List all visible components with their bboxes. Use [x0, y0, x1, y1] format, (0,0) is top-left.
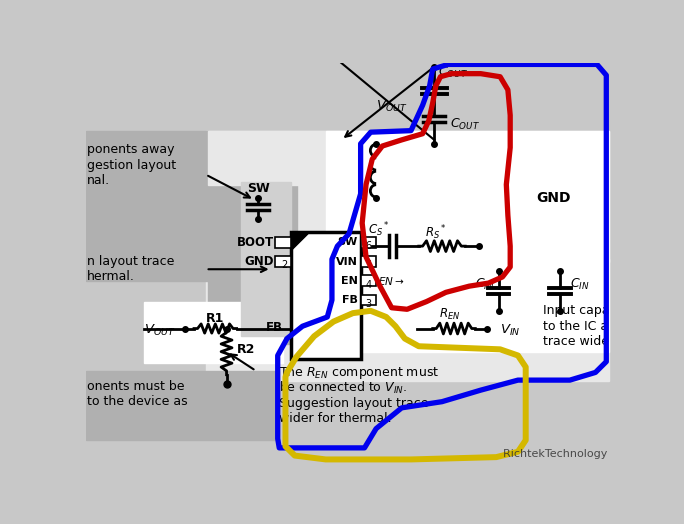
Text: n layout trace: n layout trace: [87, 255, 174, 268]
Text: $R_{EN}$: $R_{EN}$: [439, 307, 460, 322]
Text: $EN\rightarrow$: $EN\rightarrow$: [378, 275, 404, 287]
Bar: [326, 259, 609, 352]
Bar: [208, 182, 297, 344]
Text: $R_S{}^*$: $R_S{}^*$: [425, 223, 447, 242]
Bar: [86, 130, 208, 281]
Bar: [241, 182, 291, 336]
Text: $C_{OUT}$: $C_{OUT}$: [450, 117, 479, 132]
Text: $C_{IN}$: $C_{IN}$: [475, 277, 495, 292]
Text: hermal.: hermal.: [87, 270, 135, 283]
Text: 4: 4: [365, 280, 371, 290]
Text: be connected to $V_{IN}$.: be connected to $V_{IN}$.: [279, 380, 408, 396]
Text: 5: 5: [365, 260, 371, 270]
Bar: [360, 256, 376, 267]
Text: SW: SW: [337, 237, 358, 247]
Text: $C_{OUT}$: $C_{OUT}$: [438, 65, 468, 80]
Bar: [360, 237, 376, 248]
Bar: [360, 294, 376, 305]
Text: to the device as: to the device as: [87, 395, 187, 408]
Text: $C_{IN}$: $C_{IN}$: [570, 277, 590, 292]
Text: EN: EN: [341, 276, 358, 286]
Text: $C_S{}^*$: $C_S{}^*$: [369, 220, 390, 238]
Bar: [291, 232, 360, 359]
Text: $V_{OUT}$: $V_{OUT}$: [144, 323, 175, 339]
Text: Suggestion layout trace: Suggestion layout trace: [279, 397, 429, 410]
Text: nal.: nal.: [87, 174, 110, 187]
Text: to the IC a: to the IC a: [542, 320, 608, 333]
Bar: [86, 371, 279, 440]
Text: BOOT: BOOT: [237, 236, 274, 249]
Bar: [208, 130, 363, 184]
Text: VIN: VIN: [336, 257, 358, 267]
Text: GND: GND: [244, 255, 274, 268]
Text: $V_{OUT}$: $V_{OUT}$: [376, 99, 408, 114]
Text: $V_{IN}$: $V_{IN}$: [500, 323, 521, 339]
Bar: [276, 237, 291, 248]
Text: Input capa: Input capa: [542, 304, 609, 318]
Text: FB: FB: [341, 295, 358, 305]
Text: trace wide: trace wide: [542, 335, 609, 348]
Text: ponents away: ponents away: [87, 144, 174, 156]
Text: R2: R2: [237, 343, 255, 356]
Text: gestion layout: gestion layout: [87, 159, 176, 172]
Text: 3: 3: [365, 299, 371, 309]
Polygon shape: [293, 234, 308, 249]
Bar: [326, 130, 609, 261]
Text: FB: FB: [266, 321, 283, 334]
Bar: [276, 256, 291, 267]
Bar: [144, 302, 283, 363]
Text: 6: 6: [365, 241, 371, 251]
Text: SW: SW: [247, 182, 269, 195]
Bar: [206, 130, 609, 381]
Text: 2: 2: [282, 260, 288, 270]
Text: wider for thermal.: wider for thermal.: [279, 412, 392, 425]
Text: RichtekTechnology: RichtekTechnology: [497, 449, 607, 459]
Text: R1: R1: [206, 312, 224, 325]
Text: onents must be: onents must be: [87, 380, 185, 393]
Text: GND: GND: [536, 191, 571, 205]
Bar: [360, 276, 376, 286]
Text: The $R_{EN}$ component must: The $R_{EN}$ component must: [279, 364, 440, 381]
